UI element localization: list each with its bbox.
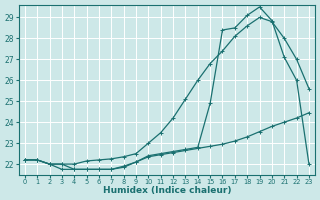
X-axis label: Humidex (Indice chaleur): Humidex (Indice chaleur) [103,186,231,195]
